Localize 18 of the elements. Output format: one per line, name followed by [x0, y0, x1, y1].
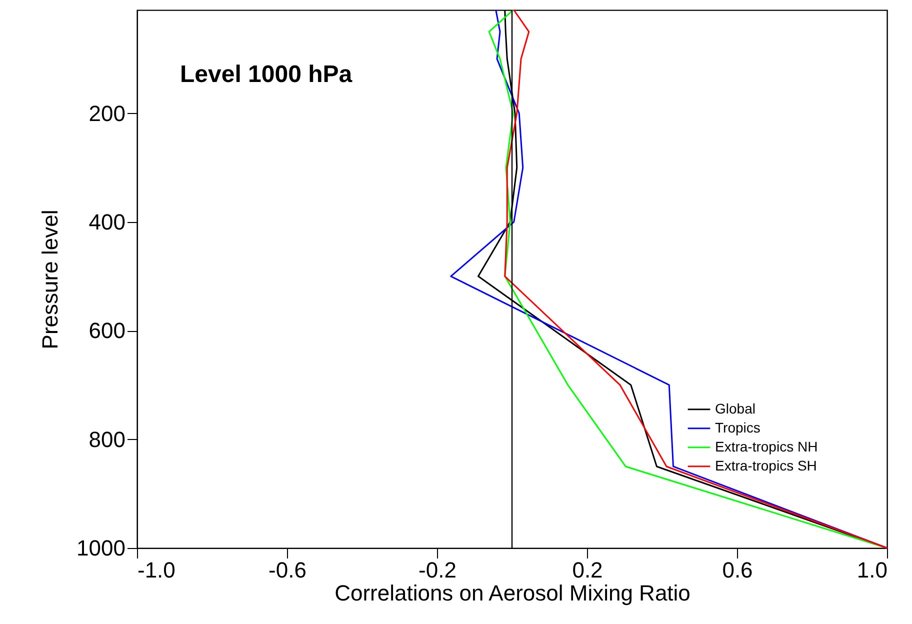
- y-tick-label: 400: [88, 209, 126, 234]
- text: Level 1000 hPa: [180, 61, 353, 88]
- y-tick-label: 1000: [76, 536, 126, 560]
- y-tick-label: 600: [88, 318, 126, 344]
- legend-label: Global: [715, 400, 756, 416]
- legend-label: Extra-tropics SH: [715, 457, 817, 474]
- y-tick-label: 200: [88, 100, 126, 126]
- x-tick-label: -1.0: [138, 558, 176, 582]
- x-tick-label: 0.2: [572, 558, 603, 582]
- y-tick-label: 800: [88, 426, 126, 452]
- x-tick-label: 0.6: [722, 558, 753, 582]
- x-axis-title: Correlations on Aerosol Mixing Ratio: [334, 580, 690, 606]
- x-tick-label: -0.6: [268, 558, 306, 582]
- y-axis-title: Pressure level: [38, 210, 63, 350]
- x-tick-label: 1.0: [856, 558, 888, 582]
- legend-label: Extra-tropics NH: [715, 438, 818, 454]
- legend-label: Tropics: [715, 419, 760, 436]
- x-tick-label: -0.2: [418, 558, 456, 582]
